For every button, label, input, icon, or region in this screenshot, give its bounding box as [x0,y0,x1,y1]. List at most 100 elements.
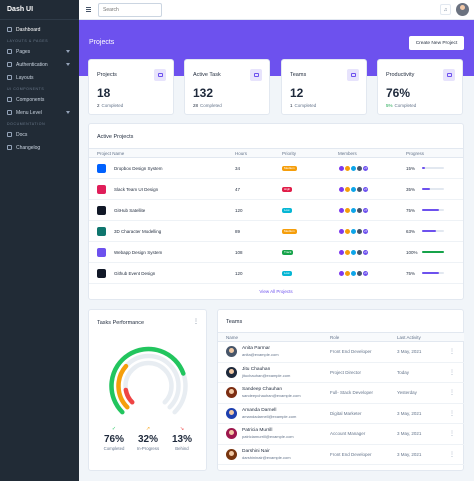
stat-value: 13% [171,434,192,445]
table-row[interactable]: Webapp Design System 108 Track +5 100% [89,241,463,263]
avatar[interactable] [226,366,237,378]
more-options-icon[interactable]: ⋮ [449,382,464,404]
table-row[interactable]: Slack Team UI Design 47 High +5 35% [89,178,463,200]
bell-icon[interactable]: ♫ [440,4,451,15]
member-role: Full- Stack Developer [330,382,397,404]
sidebar-item-pages[interactable]: Pages [0,45,79,58]
progress-text: 63% [406,228,416,234]
search-input[interactable] [98,3,162,17]
member-email: darshininair@example.com [242,454,291,460]
more-options-icon[interactable]: ⋮ [449,362,464,383]
project-hours: 108 [235,241,282,263]
project-name-cell: 3D Character Modelling [97,226,235,236]
table-row[interactable]: Darshini Nair darshininair@example.com Fro… [218,444,464,465]
table-row[interactable]: Dropbox Design System 34 Medium +5 15% [89,157,463,179]
project-name[interactable]: 3D Character Modelling [114,228,162,234]
project-name[interactable]: GitHub Satellite [114,207,146,213]
more-options-icon[interactable]: ⋮ [449,444,464,465]
sidebar-item-label: Components [16,96,45,103]
more-options-icon[interactable]: ⋮ [449,423,464,445]
create-new-project-button[interactable]: Create New Project [409,36,464,50]
progress-bar [422,251,444,253]
stat-inprogress: ↗ 32% In-Progress [131,426,165,451]
member-name[interactable]: Jitu Chauhan [242,366,271,372]
projects-table: Project Name Hours Priority Members Prog… [89,148,463,284]
more-members-badge[interactable]: +5 [362,164,369,172]
stat-subtext: 5% Completed [386,103,416,108]
more-options-icon[interactable]: ⋮ [449,341,464,363]
stat-label: Completed [103,446,125,451]
more-members-badge[interactable]: +5 [362,269,369,277]
sidebar-section-heading: DOCUMENTATION [7,121,46,126]
table-row[interactable]: Anita Parmar anita@example.com Front End D… [218,341,464,363]
topbar: ♫ [79,0,474,20]
trending-up-icon: ↗ [145,426,151,432]
stat-value: 12 [290,86,304,100]
table-row[interactable]: Patricia Murrill patriciamurrill@example.… [218,423,464,445]
avatar[interactable] [226,448,237,460]
member-email: patriciamurrill@example.com [242,434,294,440]
member-name[interactable]: Darshini Nair [242,448,270,454]
stat-sub-count: 2 [97,103,100,108]
member-last-activity: 3 May, 2021 [397,403,449,424]
sidebar-item-changelog[interactable]: Changelog [0,141,79,154]
stat-label: Productivity [386,72,415,78]
sidebar-item-layouts[interactable]: Layouts [0,71,79,84]
project-name[interactable]: Github Event Design [114,270,156,276]
table-row[interactable]: GitHub Satellite 120 Low +5 75% [89,199,463,221]
member-name[interactable]: Sandeep Chauhan [242,387,283,393]
chevron-down-icon [66,50,70,53]
check-icon: ✓ [111,426,117,432]
table-row[interactable]: Amanda Darnell amandadarnell@example.com D… [218,403,464,424]
priority-badge: Medium [282,166,297,171]
member-role: Account Manager [330,423,397,445]
more-options-icon[interactable]: ⋮ [193,319,199,325]
project-name-cell: GitHub Satellite [97,205,235,215]
progress-text: 75% [406,207,416,213]
sidebar-item-components[interactable]: Components [0,93,79,106]
table-row[interactable]: Github Event Design 120 Low +5 75% [89,262,463,284]
member-name[interactable]: Amanda Darnell [242,407,277,413]
avatar[interactable] [226,346,237,358]
lock-icon [7,62,12,67]
slack-icon [97,184,106,194]
stat-label: Projects [97,72,117,78]
sidebar-item-label: Authentication [16,61,48,68]
team-member-cell: Sandeep Chauhan sandeepchauhan@example.co… [226,387,330,399]
avatar[interactable] [226,407,237,419]
more-members-badge[interactable]: +5 [362,248,369,256]
col-header [449,332,464,342]
member-name[interactable]: Patricia Murrill [242,428,273,434]
table-row[interactable]: Sandeep Chauhan sandeepchauhan@example.co… [218,382,464,404]
behind-arc [123,387,135,405]
project-name[interactable]: Dropbox Design System [114,165,163,171]
project-name[interactable]: Webapp Design System [114,249,163,255]
page-title: Projects [89,39,115,46]
more-options-icon[interactable]: ⋮ [449,403,464,424]
member-name[interactable]: Anita Parmar [242,346,270,352]
member-last-activity: 3 May, 2021 [397,423,449,445]
member-email: anita@example.com [242,352,279,358]
more-members-badge[interactable]: +5 [362,227,369,235]
sidebar-item-menu-level[interactable]: Menu Level [0,106,79,119]
progress-bar-fill [422,230,436,232]
sidebar-item-authentication[interactable]: Authentication [0,58,79,71]
brand-logo[interactable]: Dash UI [0,0,79,20]
clipboard-icon [7,132,12,137]
more-members-badge[interactable]: +5 [362,206,369,214]
sidebar-item-dashboard[interactable]: Dashboard [0,23,79,36]
view-all-projects-link[interactable]: View All Projects [259,289,293,294]
user-avatar[interactable] [456,3,469,16]
table-row[interactable]: 3D Character Modelling 89 Medium +5 63% [89,220,463,242]
more-members-badge[interactable]: +5 [362,185,369,193]
hamburger-menu-icon[interactable] [86,7,91,12]
table-row[interactable]: Jitu Chauhan jituchauhan@example.com Proje… [218,362,464,383]
project-name-cell: Slack Team UI Design [97,184,235,194]
project-name[interactable]: Slack Team UI Design [114,186,159,192]
avatar[interactable] [226,428,237,440]
sidebar-item-docs[interactable]: Docs [0,128,79,141]
avatar[interactable] [226,387,237,399]
priority-badge: Medium [282,229,297,234]
sidebar-section-heading: LAYOUTS & PAGES [7,38,49,43]
package-icon [7,97,12,102]
